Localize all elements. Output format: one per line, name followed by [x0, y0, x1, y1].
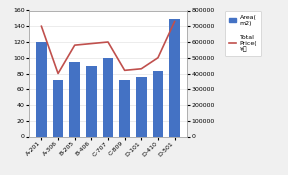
Bar: [36, 42, 47, 136]
Bar: [136, 77, 147, 136]
Bar: [119, 80, 130, 136]
Legend: Area(
m2), Total
Price(
¥）: Area( m2), Total Price( ¥）: [225, 11, 261, 56]
Bar: [86, 66, 97, 136]
Bar: [53, 80, 63, 136]
Bar: [69, 62, 80, 136]
Bar: [169, 19, 180, 136]
Bar: [153, 71, 163, 136]
Bar: [103, 58, 113, 136]
